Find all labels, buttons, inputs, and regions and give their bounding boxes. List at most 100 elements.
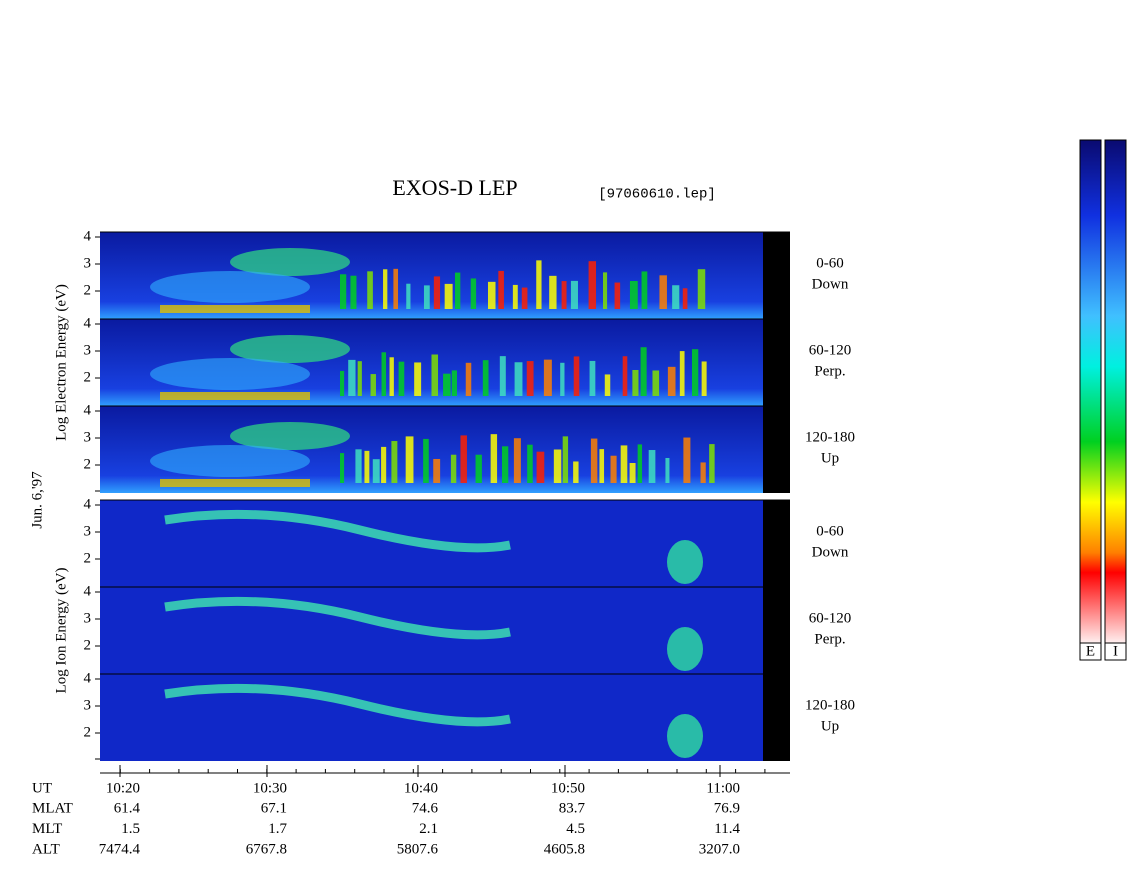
y-tick-label: 3 bbox=[84, 342, 92, 358]
streak bbox=[512, 284, 518, 309]
date: Jun. 6,'97 bbox=[29, 471, 45, 529]
streak bbox=[391, 441, 398, 483]
streak bbox=[682, 288, 688, 309]
streak bbox=[665, 457, 670, 483]
streak bbox=[465, 362, 472, 396]
y-tick-label: 2 bbox=[84, 369, 92, 385]
streak bbox=[406, 283, 411, 309]
row-value: 4.5 bbox=[566, 821, 585, 837]
streak bbox=[629, 462, 636, 483]
row-value: 10:50 bbox=[551, 780, 585, 796]
y-tick-label: 4 bbox=[84, 583, 92, 599]
feature bbox=[150, 445, 310, 477]
streak bbox=[383, 269, 388, 309]
y-tick-label: 2 bbox=[84, 724, 92, 740]
streak bbox=[553, 449, 562, 483]
streak bbox=[622, 356, 628, 396]
file-name: [97060610.lep] bbox=[598, 187, 716, 203]
streak bbox=[389, 357, 394, 396]
row-value: 67.1 bbox=[261, 801, 287, 817]
low-energy-band bbox=[160, 479, 310, 487]
streak bbox=[610, 455, 617, 483]
colorbar bbox=[1104, 139, 1127, 644]
row-value: 83.7 bbox=[559, 801, 586, 817]
no-data bbox=[763, 406, 790, 493]
streak bbox=[454, 272, 461, 309]
streak bbox=[490, 434, 498, 483]
streak bbox=[543, 359, 552, 396]
y-tick-label: 2 bbox=[84, 550, 92, 566]
feature bbox=[164, 596, 511, 640]
streak bbox=[562, 436, 569, 483]
pitch-angle: 120-180 bbox=[805, 429, 855, 445]
streak bbox=[683, 437, 691, 483]
row-value: 4605.8 bbox=[544, 841, 585, 857]
streak bbox=[602, 272, 608, 309]
y-tick-label: 4 bbox=[84, 315, 92, 331]
streak bbox=[667, 366, 676, 396]
row-value: 10:30 bbox=[253, 780, 287, 796]
colorbar-label: E bbox=[1086, 643, 1095, 659]
feature bbox=[667, 627, 703, 671]
y-tick-label: 4 bbox=[84, 670, 92, 686]
direction: Down bbox=[812, 276, 849, 292]
streak bbox=[614, 282, 621, 309]
feature bbox=[164, 683, 511, 727]
row-value: 10:20 bbox=[106, 780, 140, 796]
streak bbox=[423, 438, 429, 483]
streak bbox=[501, 446, 509, 483]
y-tick-label: 4 bbox=[84, 402, 92, 418]
y-tick-label: 3 bbox=[84, 429, 92, 445]
streak bbox=[691, 349, 699, 396]
streak bbox=[370, 374, 376, 396]
streak bbox=[475, 454, 482, 483]
colorbar-label: I bbox=[1113, 643, 1118, 659]
pitch-angle: 120-180 bbox=[805, 697, 855, 713]
no-data bbox=[763, 319, 790, 406]
streak bbox=[433, 458, 441, 483]
streak bbox=[679, 351, 685, 396]
pitch-angle: 60-120 bbox=[809, 610, 852, 626]
streak bbox=[641, 271, 648, 309]
streak bbox=[570, 280, 578, 309]
streak bbox=[348, 359, 356, 396]
streak bbox=[398, 361, 405, 396]
feature bbox=[667, 540, 703, 584]
row-value: 6767.8 bbox=[246, 841, 287, 857]
title: EXOS-D LEP bbox=[392, 175, 517, 200]
streak bbox=[560, 362, 565, 396]
streak bbox=[590, 438, 598, 483]
streak bbox=[381, 446, 387, 483]
streak bbox=[431, 354, 439, 396]
streak bbox=[620, 445, 628, 483]
feature bbox=[164, 509, 511, 553]
streak bbox=[526, 361, 534, 396]
feature bbox=[230, 248, 350, 276]
y-tick-label: 4 bbox=[84, 496, 92, 512]
streak bbox=[589, 360, 596, 396]
streak bbox=[701, 361, 707, 396]
streak bbox=[357, 361, 362, 396]
colorbar-label-box bbox=[1079, 642, 1102, 661]
direction: Perp. bbox=[814, 363, 845, 379]
streak bbox=[372, 459, 380, 483]
pitch-angle: 0-60 bbox=[816, 523, 844, 539]
streak bbox=[648, 450, 656, 483]
streak bbox=[697, 269, 706, 309]
row-label: UT bbox=[32, 780, 52, 796]
no-data bbox=[763, 232, 790, 319]
streak bbox=[521, 287, 528, 309]
streak bbox=[381, 352, 387, 396]
streak bbox=[700, 462, 706, 483]
y-tick-label: 3 bbox=[84, 697, 92, 713]
row-value: 3207.0 bbox=[699, 841, 740, 857]
streak bbox=[513, 438, 521, 483]
streak bbox=[451, 370, 457, 396]
streak bbox=[355, 449, 362, 483]
streak bbox=[367, 271, 373, 309]
streak bbox=[652, 370, 660, 396]
feature bbox=[230, 335, 350, 363]
streak bbox=[340, 453, 345, 483]
streak bbox=[499, 356, 506, 396]
